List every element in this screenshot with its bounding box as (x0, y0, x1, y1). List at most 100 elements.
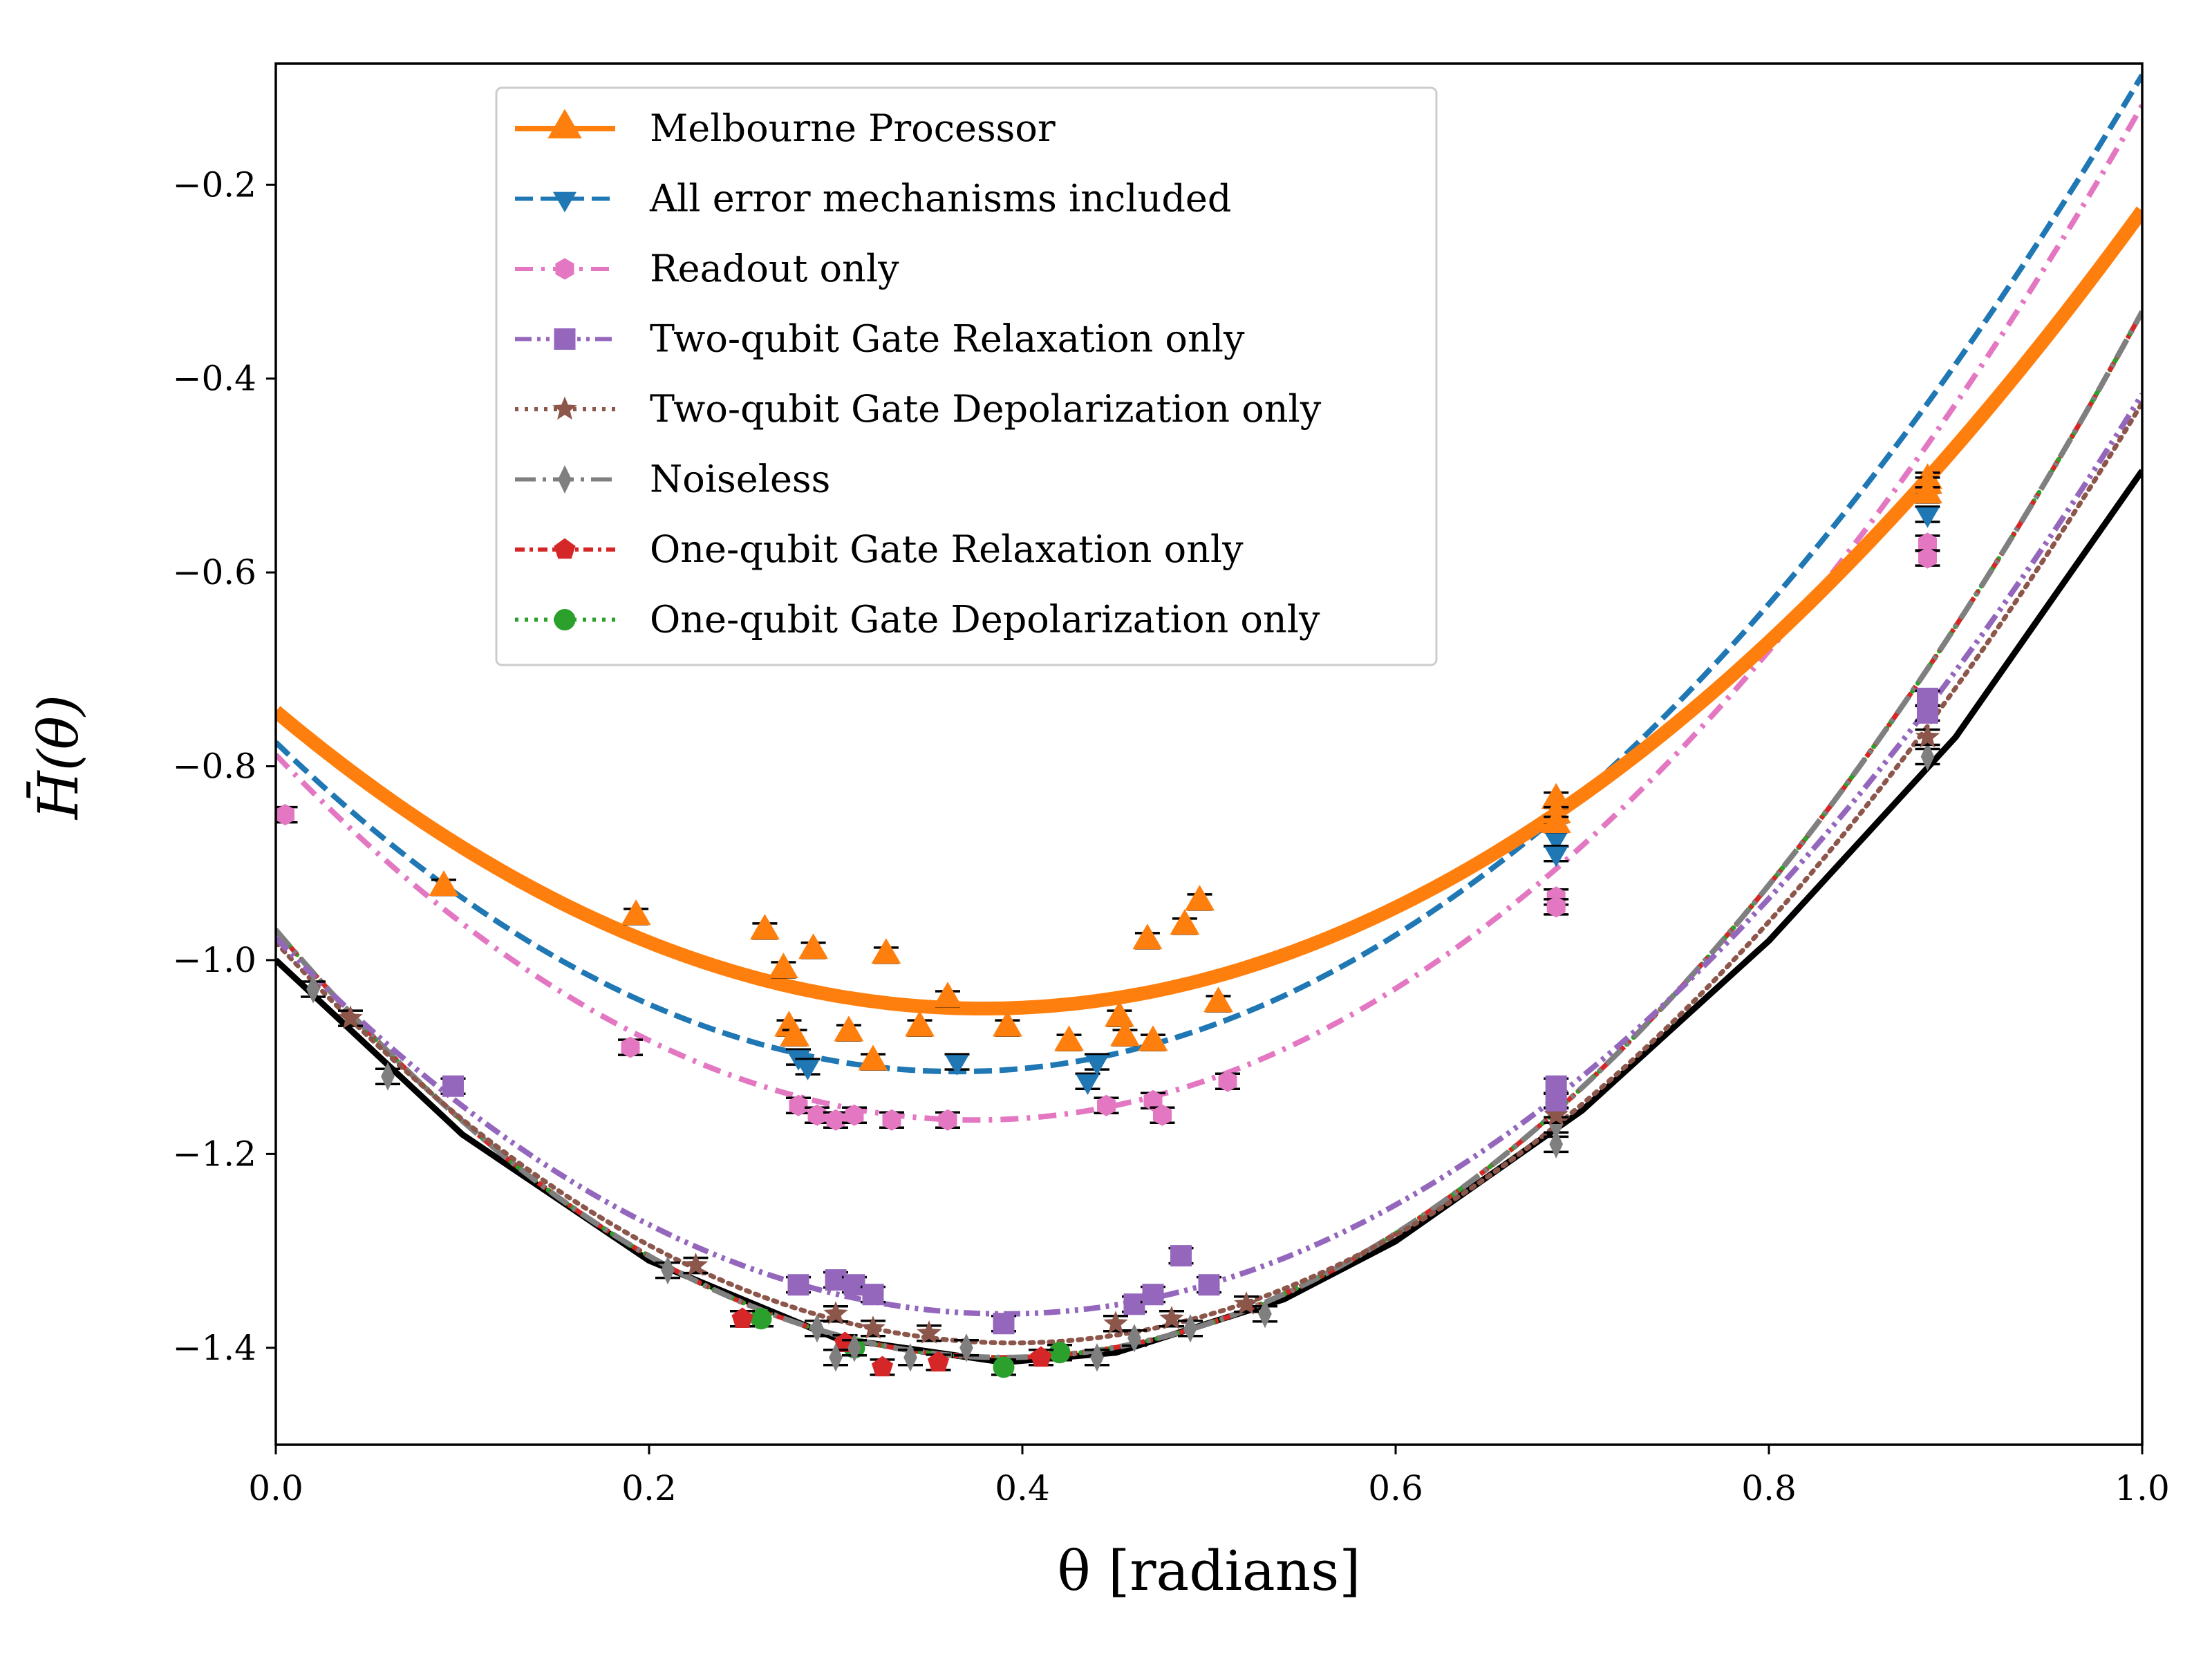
data-point-two-qubit-gate-depolarization-only (1103, 1311, 1128, 1334)
data-point-noiseless (810, 1314, 824, 1343)
data-point-readout-only (845, 1104, 864, 1126)
legend-box (495, 86, 1438, 666)
y-tick-label: −0.2 (173, 165, 256, 205)
data-point-two-qubit-gate-relaxation-only (843, 1274, 865, 1296)
data-point-all-error-mechanisms-included (945, 1055, 969, 1076)
x-tick-label: 0.6 (1368, 1468, 1423, 1508)
data-point-two-qubit-gate-relaxation-only (1142, 1284, 1164, 1306)
plot-frame (274, 62, 2144, 1446)
data-point-melbourne-processor (1170, 909, 1200, 935)
data-point-noiseless (306, 975, 320, 1004)
legend-label-two-qubit-gate-relaxation-only: Two-qubit Gate Relaxation only (650, 317, 1245, 361)
data-point-two-qubit-gate-relaxation-only (1170, 1245, 1192, 1267)
data-point-readout-only (938, 1109, 957, 1131)
data-point-noiseless (1183, 1314, 1197, 1343)
data-point-all-error-mechanisms-included (1915, 507, 1940, 528)
data-point-two-qubit-gate-relaxation-only (993, 1313, 1015, 1335)
legend-label-noiseless: Noiseless (650, 458, 830, 501)
y-tick-label: −0.6 (173, 552, 256, 592)
data-point-melbourne-processor (992, 1011, 1022, 1037)
x-tick-label: 0.4 (995, 1468, 1050, 1508)
data-point-two-qubit-gate-relaxation-only (862, 1284, 884, 1306)
data-point-melbourne-processor (1110, 1020, 1140, 1047)
legend-marker-noiseless (558, 465, 572, 494)
x-tick-label: 1.0 (2115, 1468, 2170, 1508)
data-point-noiseless (1090, 1343, 1104, 1372)
legend-marker-one-qubit-gate-relaxation-only (554, 538, 576, 559)
data-point-two-qubit-gate-relaxation-only (1198, 1274, 1220, 1296)
data-point-noiseless (381, 1062, 395, 1091)
x-tick-label: 0.0 (248, 1468, 303, 1508)
data-point-one-qubit-gate-relaxation-only (1030, 1346, 1052, 1367)
data-point-melbourne-processor (1132, 924, 1163, 950)
legend-marker-two-qubit-gate-relaxation-only (554, 328, 576, 350)
data-point-melbourne-processor (798, 933, 829, 959)
data-point-melbourne-processor (768, 953, 798, 979)
data-point-two-qubit-gate-depolarization-only (683, 1253, 709, 1276)
y-tick-label: −0.8 (173, 747, 256, 787)
data-point-melbourne-processor (1541, 807, 1571, 833)
data-point-melbourne-processor (780, 1020, 810, 1047)
legend-label-melbourne-processor: Melbourne Processor (650, 106, 1056, 150)
fit-curve-all-error-mechanisms-included (276, 73, 2142, 1075)
data-point-melbourne-processor (932, 982, 963, 1008)
data-point-noiseless (1258, 1300, 1272, 1329)
y-tick-label: −0.4 (173, 359, 256, 399)
data-point-two-qubit-gate-depolarization-only (1159, 1306, 1184, 1329)
data-point-two-qubit-gate-relaxation-only (1123, 1293, 1145, 1315)
data-point-melbourne-processor (1054, 1025, 1084, 1051)
plot-series-layer (276, 73, 2142, 1378)
x-axis-label: θ [radians] (1057, 1539, 1360, 1603)
data-point-two-qubit-gate-relaxation-only (787, 1274, 809, 1296)
data-point-noiseless (829, 1343, 843, 1372)
data-point-two-qubit-gate-relaxation-only (825, 1269, 847, 1291)
data-point-melbourne-processor (1203, 986, 1233, 1013)
data-point-melbourne-processor (858, 1044, 888, 1071)
x-tick-label: 0.2 (621, 1468, 677, 1508)
data-point-readout-only (1218, 1070, 1237, 1092)
legend-marker-one-qubit-gate-depolarization-only (554, 609, 576, 630)
data-point-two-qubit-gate-depolarization-only (338, 1005, 363, 1029)
y-axis-label: H̄(θ) (26, 695, 91, 821)
legend-marker-readout-only (555, 258, 574, 280)
data-point-melbourne-processor (621, 899, 651, 926)
fit-curve-noiseless (276, 310, 2142, 1360)
data-point-noiseless (903, 1343, 917, 1372)
data-point-one-qubit-gate-relaxation-only (927, 1351, 950, 1372)
y-tick-label: −1.0 (173, 940, 256, 980)
legend-marker-melbourne-processor (547, 109, 582, 139)
data-point-all-error-mechanisms-included (1544, 846, 1568, 868)
legend-marker-two-qubit-gate-depolarization-only (552, 396, 577, 420)
data-point-noiseless (1549, 1130, 1564, 1159)
data-point-two-qubit-gate-depolarization-only (917, 1320, 941, 1344)
data-point-readout-only (621, 1036, 640, 1058)
data-point-readout-only (1153, 1104, 1172, 1126)
data-point-readout-only (789, 1094, 808, 1116)
data-point-noiseless (1920, 742, 1935, 771)
data-point-two-qubit-gate-depolarization-only (1234, 1291, 1259, 1315)
data-point-two-qubit-gate-depolarization-only (861, 1315, 885, 1339)
data-point-noiseless (847, 1333, 861, 1362)
legend-label-one-qubit-gate-relaxation-only: One-qubit Gate Relaxation only (650, 527, 1244, 571)
data-point-one-qubit-gate-relaxation-only (731, 1307, 753, 1328)
y-tick-label: −1.4 (173, 1328, 256, 1368)
data-point-melbourne-processor (1138, 1025, 1168, 1051)
fit-curve-melbourne-processor (276, 206, 2142, 1015)
data-point-noiseless (661, 1255, 675, 1285)
legend: Melbourne Processor All error mechanisms … (495, 86, 1438, 666)
legend-label-two-qubit-gate-depolarization-only: Two-qubit Gate Depolarization only (650, 387, 1322, 431)
data-point-one-qubit-gate-relaxation-only (871, 1356, 894, 1377)
data-point-noiseless (1127, 1324, 1141, 1353)
data-point-readout-only (1097, 1094, 1116, 1116)
data-point-melbourne-processor (834, 1015, 864, 1042)
data-point-one-qubit-gate-depolarization-only (993, 1356, 1015, 1378)
legend-label-readout-only: Readout only (650, 247, 899, 290)
data-point-all-error-mechanisms-included (1076, 1074, 1100, 1096)
y-tick-label: −1.2 (173, 1134, 256, 1174)
data-point-all-error-mechanisms-included (796, 1060, 820, 1080)
fit-curve-two-qubit-gate-depolarization-only (276, 400, 2142, 1346)
axis-ticks: 0.0 0.2 0.4 0.6 0.8 1.0 −0.2 −0.4 −0.6 −0.8 −1.0 −1… (173, 165, 2170, 1508)
data-point-two-qubit-gate-depolarization-only (823, 1301, 848, 1324)
x-tick-label: 0.8 (1741, 1468, 1797, 1508)
